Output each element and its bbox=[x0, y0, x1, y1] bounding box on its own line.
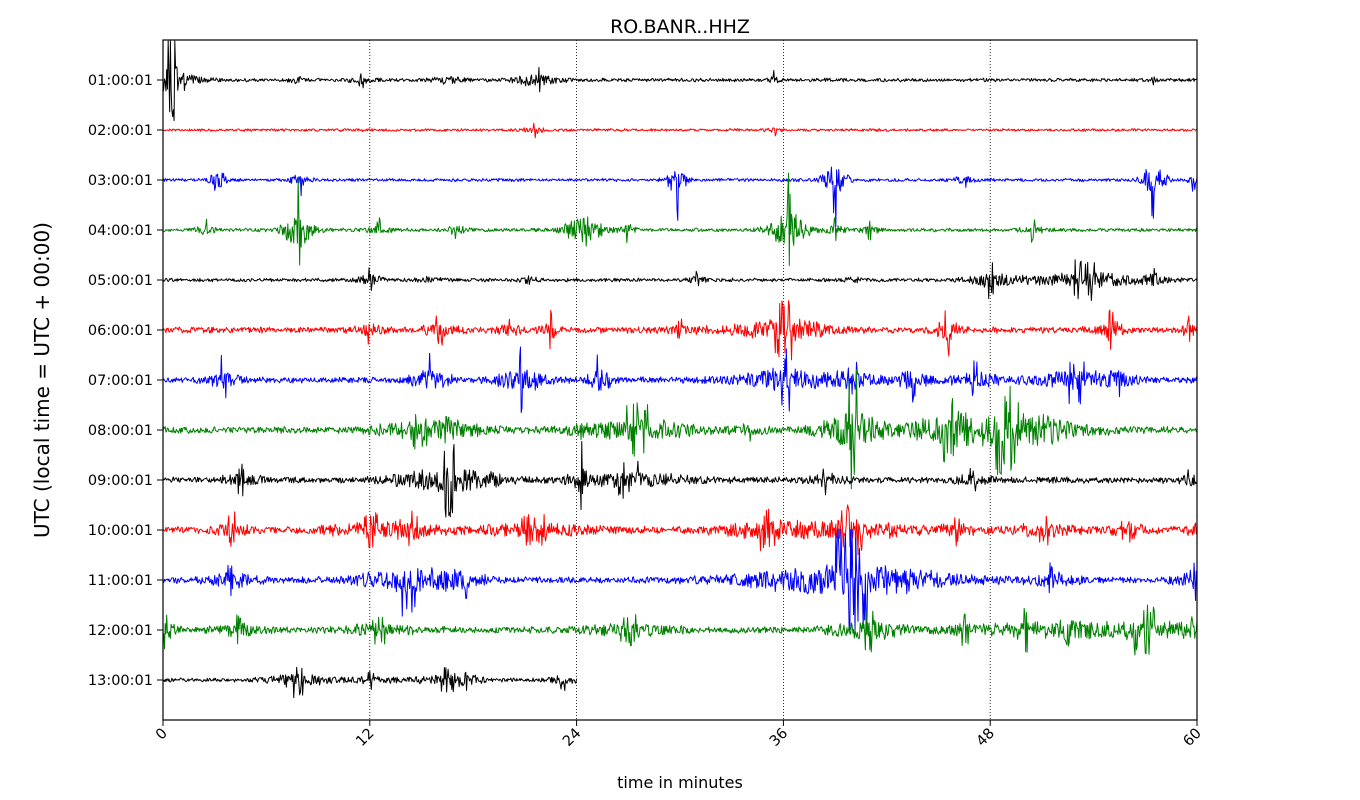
y-tick-label: 02:00:01 bbox=[88, 123, 153, 139]
y-tick-label: 01:00:01 bbox=[88, 73, 153, 89]
x-tick-label: 24 bbox=[560, 726, 584, 750]
y-axis-label: UTC (local time = UTC + 00:00) bbox=[30, 222, 54, 538]
y-tick-label: 03:00:01 bbox=[88, 173, 153, 189]
trace-line bbox=[162, 300, 1198, 361]
y-tick-label: 08:00:01 bbox=[88, 423, 153, 439]
x-axis-label: time in minutes bbox=[617, 773, 743, 792]
y-tick-label: 04:00:01 bbox=[88, 223, 153, 239]
x-tick-label: 0 bbox=[153, 726, 171, 744]
x-tick-label: 60 bbox=[1180, 726, 1204, 750]
y-tick-label: 06:00:01 bbox=[88, 323, 153, 339]
trace-line bbox=[162, 122, 1198, 139]
trace-line bbox=[162, 604, 1198, 656]
x-axis-ticks: 0 12 24 36 48 60 bbox=[153, 720, 1205, 750]
y-tick-label: 12:00:01 bbox=[88, 623, 153, 639]
y-tick-label: 05:00:01 bbox=[88, 273, 153, 289]
traces bbox=[162, 40, 1198, 699]
trace-line bbox=[162, 441, 1198, 518]
y-tick-label: 10:00:01 bbox=[88, 523, 153, 539]
trace-line bbox=[162, 346, 1198, 414]
trace-line bbox=[162, 369, 1198, 490]
trace-line bbox=[162, 504, 1198, 556]
trace-line bbox=[162, 259, 1198, 302]
y-tick-label: 07:00:01 bbox=[88, 373, 153, 389]
chart-title: RO.BANR..HHZ bbox=[610, 16, 750, 38]
trace-line bbox=[162, 166, 1198, 228]
trace-line bbox=[162, 528, 1198, 631]
x-tick-label: 12 bbox=[353, 726, 377, 750]
y-axis-ticks: 01:00:01 02:00:01 03:00:01 04:00:01 05:00:01… bbox=[88, 73, 163, 689]
y-tick-label: 11:00:01 bbox=[88, 573, 153, 589]
x-tick-label: 36 bbox=[767, 726, 791, 750]
trace-line bbox=[162, 172, 1198, 266]
trace-line bbox=[162, 40, 1198, 122]
y-tick-label: 09:00:01 bbox=[88, 473, 153, 489]
trace-line bbox=[162, 666, 578, 699]
y-tick-label: 13:00:01 bbox=[88, 673, 153, 689]
x-tick-label: 48 bbox=[974, 726, 998, 750]
